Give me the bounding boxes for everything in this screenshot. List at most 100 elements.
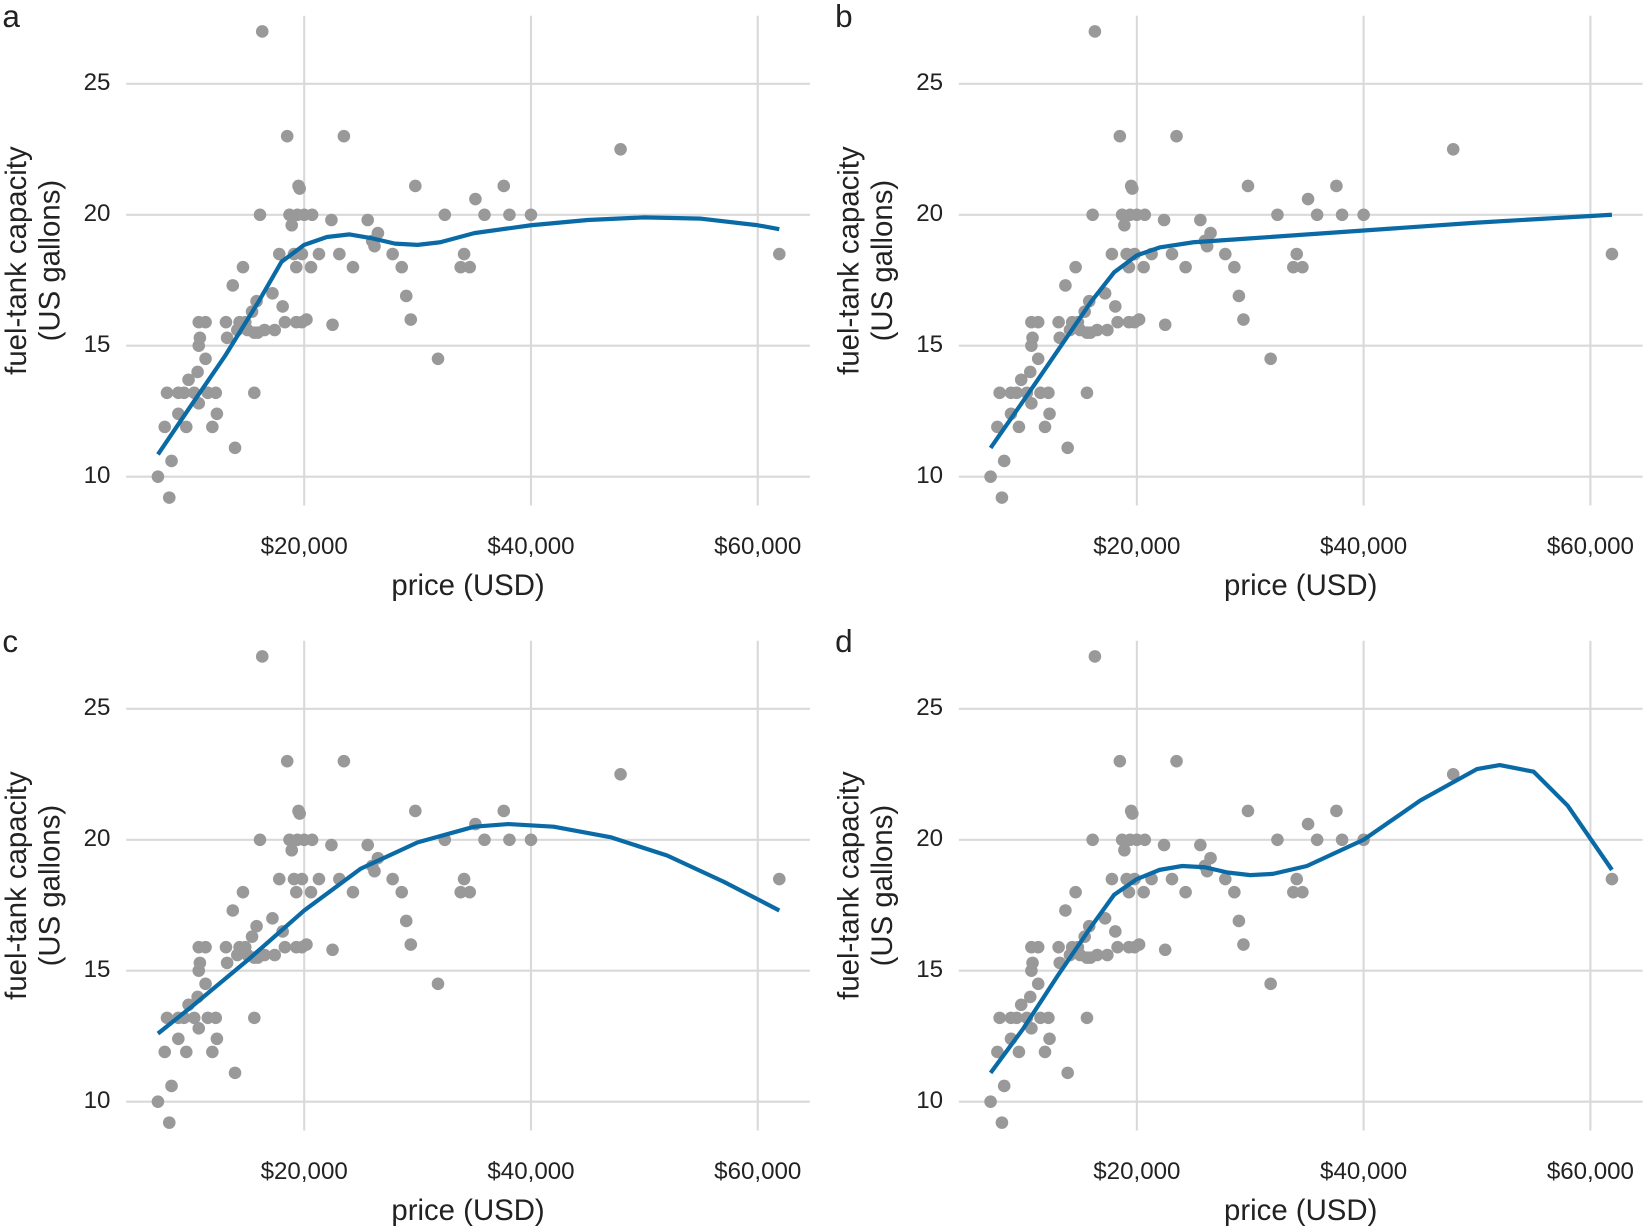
data-point (991, 1045, 1004, 1059)
data-point (280, 129, 294, 143)
y-tick-label: 20 (84, 825, 111, 852)
x-axis-label: price (USD) (1224, 1194, 1377, 1227)
data-point (192, 1022, 206, 1035)
data-point (199, 940, 212, 954)
data-point (431, 352, 445, 366)
data-point (1080, 386, 1094, 400)
data-point (1165, 247, 1179, 261)
data-point (1301, 192, 1315, 206)
x-tick-label: $60,000 (1547, 533, 1634, 560)
data-point (993, 1011, 1006, 1025)
y-axis-label: fuel-tank capacity (833, 771, 866, 1000)
y-axis-label: fuel-tank capacity (0, 146, 33, 375)
fit-line (156, 821, 781, 1036)
data-point (1025, 397, 1038, 410)
data-point (1290, 247, 1304, 261)
data-point (368, 864, 381, 878)
data-point (1059, 279, 1072, 292)
data-point (199, 977, 212, 991)
data-point (995, 491, 1009, 504)
data-point (1014, 998, 1028, 1012)
data-point (278, 315, 292, 329)
data-point (182, 373, 195, 387)
data-point (1170, 754, 1183, 768)
data-point (1031, 352, 1045, 366)
data-point (199, 315, 212, 329)
x-tick-label: $20,000 (261, 1158, 348, 1185)
data-point (337, 129, 351, 143)
data-point (614, 143, 627, 156)
data-point (457, 872, 471, 886)
data-point (187, 1011, 201, 1025)
data-point (1138, 833, 1152, 847)
data-point (337, 754, 351, 768)
y-axis-label: (US gallons) (866, 805, 899, 967)
data-point (165, 454, 178, 468)
data-point (993, 386, 1006, 400)
data-point (409, 804, 422, 818)
y-axis-label: fuel-tank capacity (833, 146, 866, 375)
data-point (1012, 1045, 1026, 1059)
data-point (236, 260, 250, 274)
data-point (210, 407, 224, 421)
x-tick-label: $40,000 (487, 1158, 574, 1185)
data-point (1038, 420, 1052, 434)
data-point (276, 300, 289, 313)
data-point (1170, 129, 1183, 143)
data-point (255, 25, 269, 38)
y-tick-label: 10 (84, 1087, 111, 1114)
data-point (1010, 1011, 1023, 1025)
data-point (1157, 838, 1171, 852)
data-point (1132, 938, 1146, 951)
data-point (1287, 885, 1300, 899)
data-point (361, 213, 374, 227)
data-point (1109, 300, 1122, 313)
data-point (258, 948, 271, 962)
data-point (438, 208, 452, 222)
data-point (1118, 218, 1131, 232)
data-point (253, 833, 267, 847)
y-tick-label: 15 (84, 331, 111, 358)
data-point (193, 956, 207, 970)
data-point (289, 885, 303, 899)
data-point (463, 260, 477, 274)
data-point (228, 1066, 242, 1080)
data-point (361, 838, 374, 852)
data-point (1061, 1066, 1074, 1080)
data-point (1043, 1032, 1056, 1046)
data-point (226, 279, 240, 292)
x-tick-label: $20,000 (1093, 533, 1180, 560)
data-point (478, 208, 491, 222)
data-point (1061, 441, 1074, 455)
x-tick-label: $20,000 (1093, 1158, 1180, 1185)
data-point (1118, 843, 1131, 857)
data-point (289, 260, 303, 274)
data-point (503, 833, 516, 847)
data-point (272, 872, 286, 886)
x-tick-label: $40,000 (487, 533, 574, 560)
data-point (151, 1095, 165, 1108)
data-point (997, 454, 1011, 468)
y-tick-label: 10 (916, 1087, 943, 1114)
data-point (293, 807, 306, 820)
data-point (193, 331, 207, 345)
data-point (1031, 315, 1045, 329)
data-point (179, 1045, 193, 1059)
data-point (469, 192, 482, 206)
data-point (1330, 804, 1343, 818)
data-point (395, 885, 409, 899)
y-tick-label: 25 (916, 694, 943, 721)
data-point (1228, 260, 1241, 274)
panel-label: c (2, 624, 18, 659)
data-point (1219, 247, 1232, 261)
data-point (1012, 420, 1026, 434)
fit-line (156, 215, 780, 456)
data-point (266, 287, 279, 300)
data-point (248, 1011, 261, 1025)
x-tick-label: $20,000 (261, 533, 348, 560)
data-point (1446, 143, 1460, 156)
data-point (346, 260, 360, 274)
y-tick-label: 10 (84, 462, 111, 489)
